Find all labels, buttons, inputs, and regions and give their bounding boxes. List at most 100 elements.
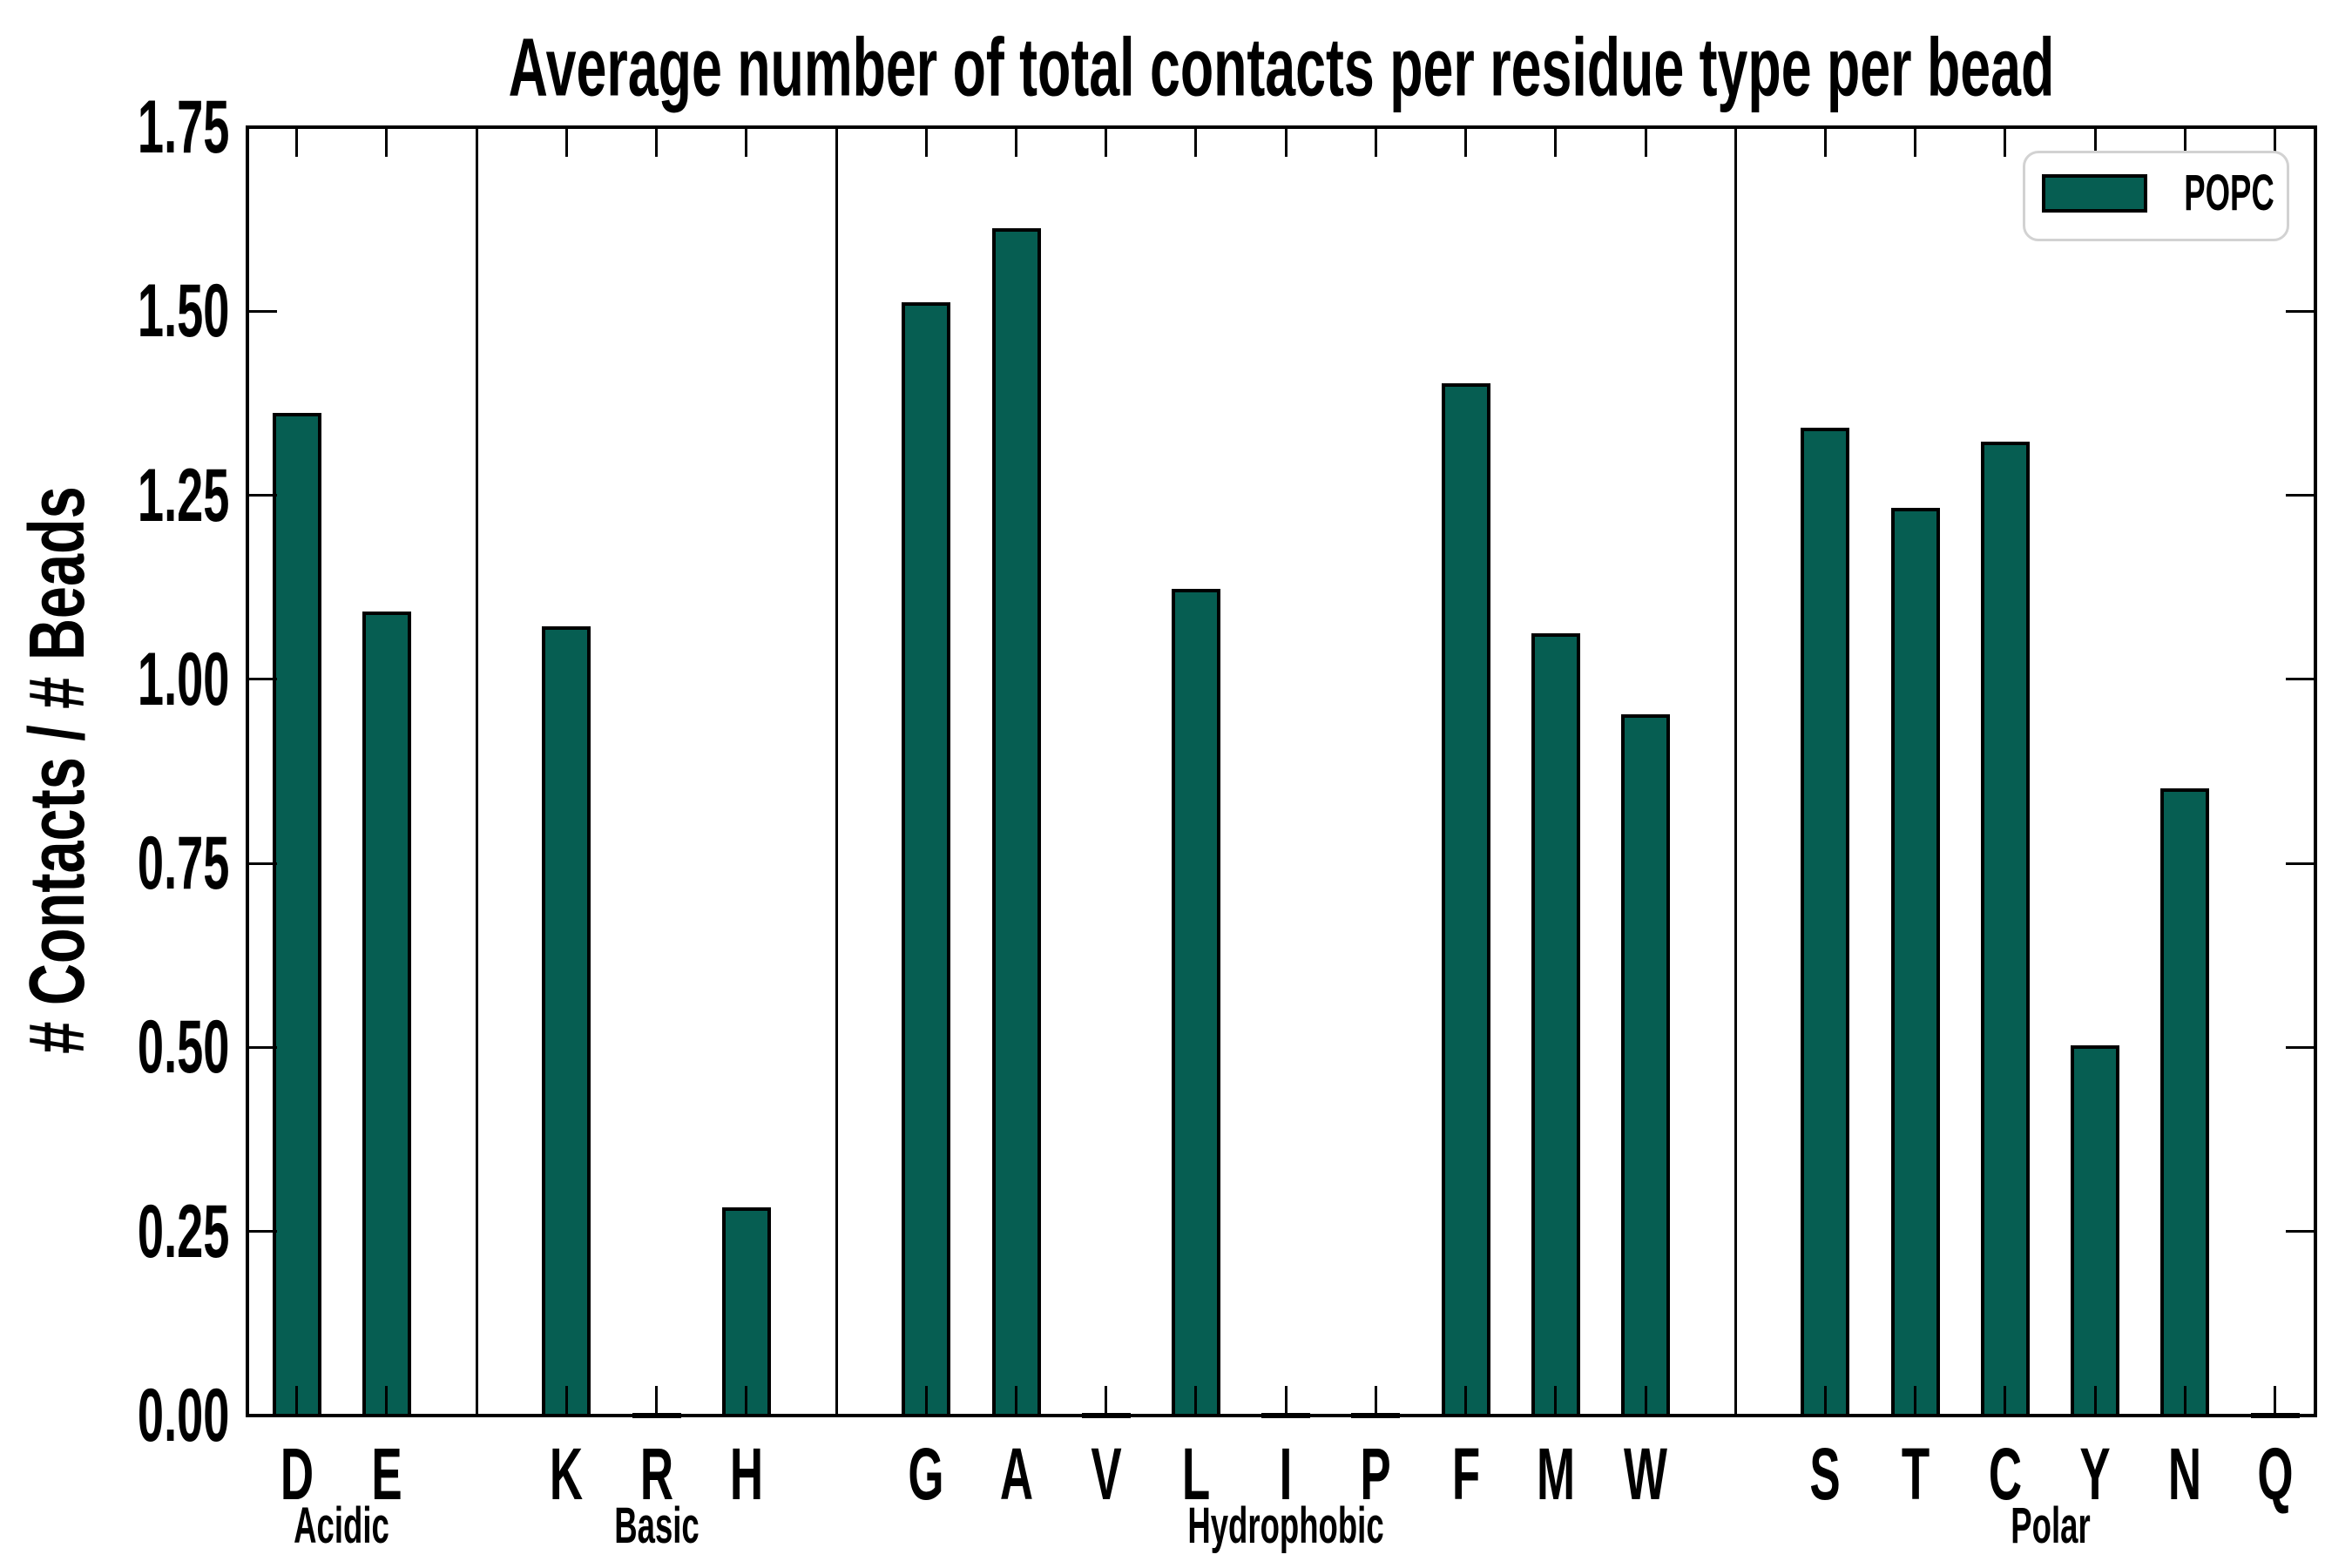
y-tick-left [249,1414,277,1417]
bar-M [1531,633,1580,1417]
y-tick-label-0.00: 0.00 [137,1374,229,1457]
y-tick-left [249,1045,277,1049]
x-tick-top-T [1914,129,1917,157]
x-tick-label-G: G [908,1433,944,1515]
x-tick-label-F: F [1451,1433,1480,1515]
x-tick-top-H [745,129,748,157]
x-tick-top-P [1374,129,1377,157]
bar-G [902,301,951,1417]
x-tick-bottom-H [745,1386,748,1416]
x-tick-label-K: K [550,1433,584,1515]
x-tick-top-Y [2093,129,2097,157]
x-tick-top-C [2004,129,2007,157]
bar-H [721,1207,771,1417]
x-tick-top-D [295,129,299,157]
y-tick-label-1.00: 1.00 [137,637,229,721]
y-tick-left [249,125,277,129]
y-tick-label-1.75: 1.75 [137,85,229,169]
x-tick-bottom-Q [2274,1386,2277,1416]
x-tick-top-I [1284,129,1288,157]
bar-N [2160,787,2210,1417]
x-tick-top-E [385,129,389,157]
x-tick-label-R: R [639,1433,673,1515]
legend: POPC [2023,151,2289,241]
bar-A [991,228,1041,1417]
x-tick-bottom-S [1823,1386,1827,1416]
y-tick-right [2286,1045,2314,1049]
y-tick-right [2286,494,2314,497]
y-tick-right [2286,862,2314,865]
x-tick-bottom-I [1284,1386,1288,1416]
legend-series-label: POPC [2184,165,2274,221]
y-tick-label-1.50: 1.50 [137,269,229,354]
x-tick-bottom-G [924,1386,928,1416]
group-label-hydrophobic: Hydrophobic [1187,1497,1384,1554]
x-tick-bottom-Y [2093,1386,2097,1416]
x-tick-top-M [1554,129,1558,157]
x-tick-top-A [1015,129,1017,157]
x-tick-bottom-L [1194,1386,1198,1416]
x-tick-bottom-R [655,1386,659,1416]
group-divider [475,129,478,1414]
y-tick-right [2286,125,2314,129]
x-tick-label-V: V [1091,1433,1122,1515]
y-tick-label-1.25: 1.25 [137,453,229,537]
x-tick-top-F [1464,129,1468,157]
y-tick-left [249,309,277,313]
bar-S [1801,427,1850,1417]
x-tick-top-L [1194,129,1198,157]
y-tick-right [2286,309,2314,313]
x-tick-bottom-D [295,1386,299,1416]
bar-K [542,625,591,1417]
y-tick-left [249,494,277,497]
group-label-polar: Polar [2010,1497,2091,1554]
y-tick-label-0.50: 0.50 [137,1005,229,1090]
bar-L [1171,589,1220,1417]
bar-T [1890,508,1940,1417]
bar-Y [2071,1045,2120,1417]
x-tick-top-Q [2274,129,2277,157]
group-divider [835,129,838,1414]
x-tick-label-N: N [2168,1433,2202,1515]
y-tick-right [2286,1230,2314,1233]
x-tick-top-G [924,129,928,157]
x-tick-top-R [655,129,659,157]
x-tick-label-L: L [1181,1433,1211,1515]
x-tick-bottom-F [1464,1386,1468,1416]
y-axis-label: # Contacts / # Beads [14,486,101,1054]
x-tick-label-W: W [1624,1433,1667,1515]
x-tick-top-S [1823,129,1827,157]
group-divider [1734,129,1737,1414]
bar-C [1980,442,2030,1417]
x-tick-bottom-T [1914,1386,1917,1416]
x-tick-top-V [1105,129,1108,157]
bar-W [1621,714,1671,1417]
legend-color-swatch [2042,174,2147,213]
x-tick-bottom-A [1015,1386,1017,1416]
x-tick-label-Y: Y [2079,1433,2111,1515]
group-label-acidic: Acidic [294,1497,390,1554]
chart-title: Average number of total contacts per res… [508,21,2055,114]
bar-E [362,611,411,1417]
x-tick-bottom-K [564,1386,568,1416]
x-tick-label-S: S [1809,1433,1842,1515]
x-tick-label-M: M [1536,1433,1575,1515]
x-tick-label-Q: Q [2256,1433,2294,1515]
x-tick-bottom-C [2004,1386,2007,1416]
y-tick-left [249,862,277,865]
x-tick-top-K [564,129,568,157]
y-tick-label-0.25: 0.25 [137,1189,229,1274]
x-tick-bottom-N [2183,1386,2186,1416]
x-tick-label-H: H [729,1433,763,1515]
x-tick-bottom-V [1105,1386,1108,1416]
x-tick-label-D: D [280,1433,314,1515]
x-tick-bottom-E [385,1386,389,1416]
x-tick-label-C: C [1988,1433,2023,1515]
x-tick-bottom-W [1644,1386,1647,1416]
y-tick-left [249,678,277,681]
x-tick-label-E: E [371,1433,402,1515]
group-label-basic: Basic [613,1497,700,1554]
x-tick-bottom-M [1554,1386,1558,1416]
bar-D [272,412,321,1417]
y-tick-right [2286,1414,2314,1417]
